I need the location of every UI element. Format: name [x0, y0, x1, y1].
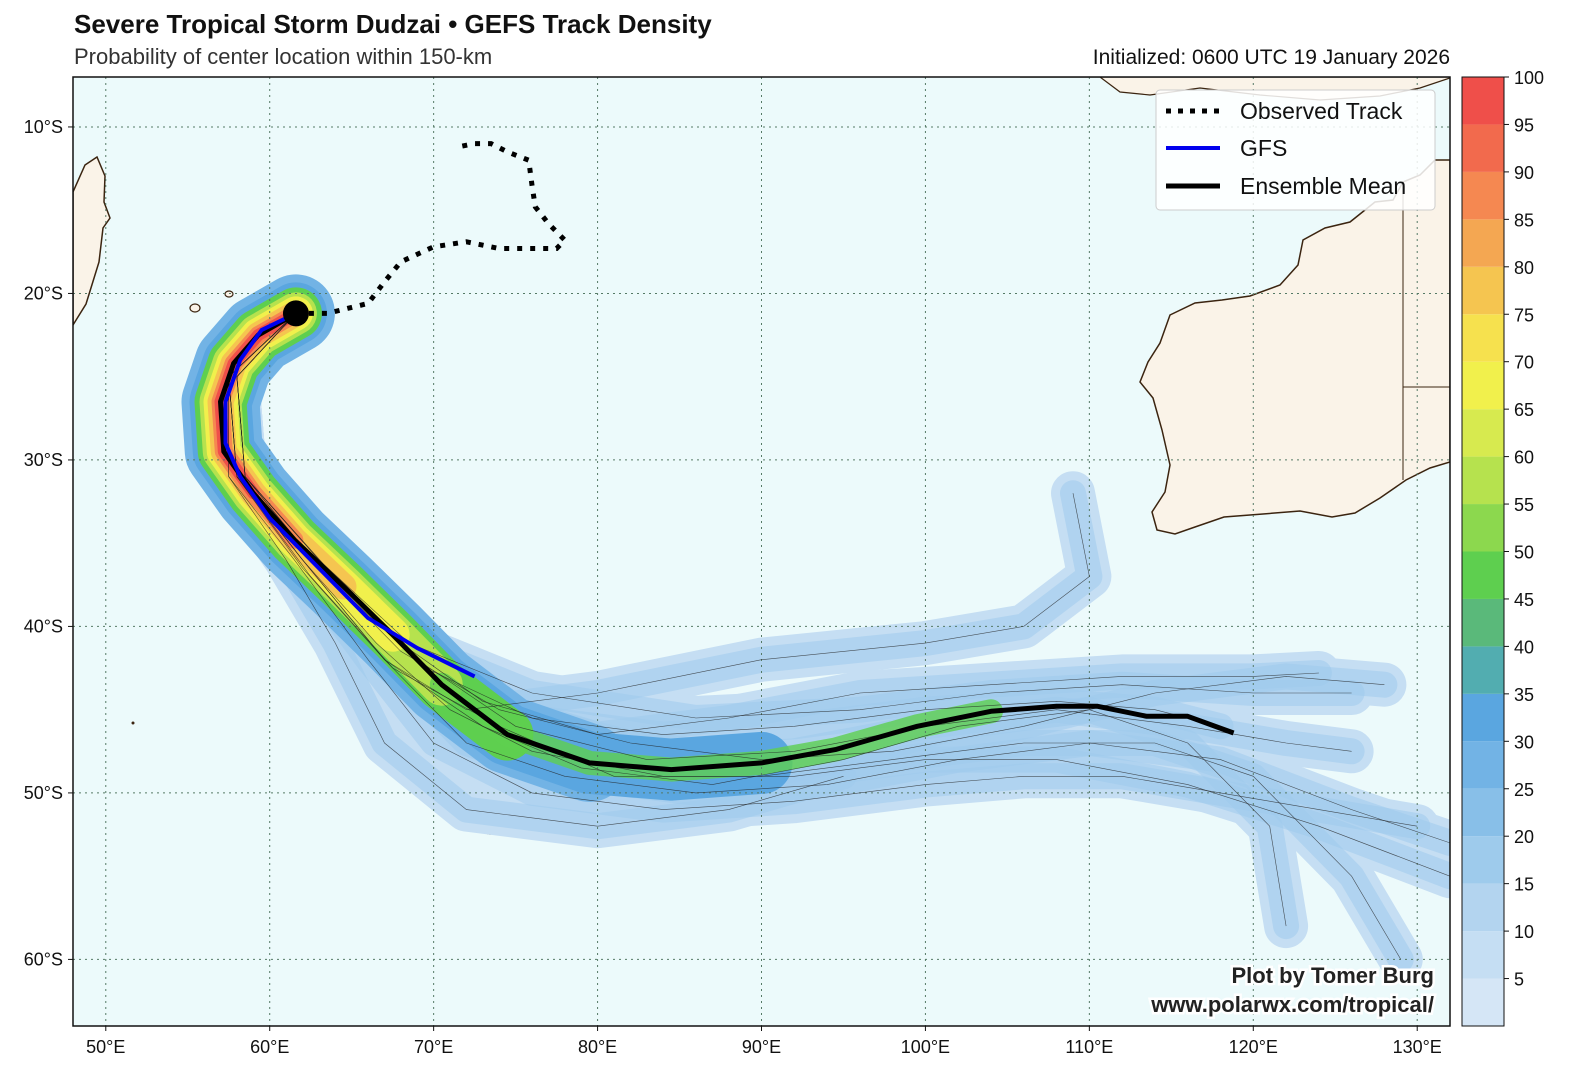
ensemble-member-track [228, 313, 1418, 827]
colorbar-segment [1462, 551, 1504, 599]
legend-gfs-label: GFS [1240, 135, 1287, 161]
lon-tick-label: 100°E [901, 1037, 950, 1057]
colorbar-segment [1462, 124, 1504, 172]
reunion-island [189, 303, 201, 313]
colorbar-segment [1462, 314, 1504, 362]
lon-tick-label: 80°E [578, 1037, 617, 1057]
lat-tick-label: 50°S [24, 783, 63, 803]
mauritius-island [224, 290, 234, 298]
lat-tick-label: 20°S [24, 283, 63, 303]
colorbar-segment [1462, 219, 1504, 267]
colorbar-segment [1462, 836, 1504, 884]
colorbar-tick-label: 85 [1514, 210, 1534, 230]
colorbar-segment [1462, 171, 1504, 220]
lat-tick-label: 40°S [24, 616, 63, 636]
lon-tick-label: 110°E [1065, 1037, 1113, 1057]
ensemble-mean-line [218, 311, 1235, 773]
colorbar-tick-label: 40 [1514, 637, 1534, 657]
credit-url: www.polarwx.com/tropical/ [1150, 992, 1434, 1017]
colorbar-segment [1462, 266, 1504, 315]
lon-tick-label: 90°E [742, 1037, 781, 1057]
colorbar-tick-label: 20 [1514, 827, 1534, 847]
lon-tick-label: 120°E [1229, 1037, 1278, 1057]
crozet-island [131, 721, 135, 725]
ensemble-member-track [228, 313, 844, 827]
lat-tick-label: 10°S [24, 117, 63, 137]
legend-ensemble-label: Ensemble Mean [1240, 173, 1406, 199]
initialized-time: Initialized: 0600 UTC 19 January 2026 [1092, 46, 1450, 69]
chart-subtitle: Probability of center location within 15… [74, 44, 493, 69]
density-colorbar: 100 95 90 85 80 75 70 65 60 55 50 45 40 35 30 25 20 15 10 5 [1461, 68, 1544, 1027]
colorbar-segment [1462, 361, 1504, 410]
colorbar-segment [1462, 598, 1504, 647]
colorbar-segment [1462, 456, 1504, 505]
legend-observed-label: Observed Track [1240, 98, 1403, 124]
colorbar-segment [1462, 504, 1504, 552]
colorbar-tick-label: 100 [1514, 68, 1544, 88]
colorbar-tick-label: 30 [1514, 732, 1534, 752]
colorbar-tick-label: 60 [1514, 448, 1534, 468]
land-layer [73, 77, 1450, 835]
lon-tick-label: 60°E [250, 1037, 289, 1057]
colorbar-segment [1462, 931, 1504, 979]
current-position-marker [282, 300, 309, 327]
colorbar-segment [1462, 693, 1504, 742]
colorbar-tick-label: 90 [1514, 163, 1534, 183]
colorbar-segment [1462, 409, 1504, 457]
credit-author: Plot by Tomer Burg [1232, 963, 1435, 988]
colorbar-tick-label: 70 [1514, 353, 1534, 373]
colorbar-segment [1462, 978, 1504, 1026]
axis-ticks: 50°E 60°E 70°E 80°E 90°E 100°E 110°E 120°E 130°E… [24, 117, 1442, 1057]
colorbar-tick-label: 80 [1514, 258, 1534, 278]
colorbar-tick-label: 55 [1514, 495, 1534, 515]
colorbar-tick-label: 45 [1514, 590, 1534, 610]
colorbar-tick-label: 65 [1514, 400, 1534, 420]
colorbar-tick-label: 95 [1514, 115, 1534, 135]
colorbar-tick-label: 15 [1514, 875, 1534, 895]
colorbar-tick-label: 50 [1514, 543, 1534, 563]
lon-tick-label: 70°E [414, 1037, 453, 1057]
australia-land [1139, 159, 1450, 535]
colorbar-segment [1462, 646, 1504, 694]
lat-tick-label: 60°S [24, 949, 63, 969]
colorbar-tick-label: 25 [1514, 780, 1534, 800]
colorbar-tick-label: 5 [1514, 970, 1524, 990]
lon-tick-label: 50°E [86, 1037, 125, 1057]
gfs-track-line [223, 311, 476, 679]
colorbar-tick-label: 35 [1514, 685, 1534, 705]
ensemble-member-track [236, 313, 1221, 735]
colorbar-segment [1462, 788, 1504, 837]
chart-title: Severe Tropical Storm Dudzai • GEFS Trac… [74, 9, 712, 39]
colorbar-segment [1462, 741, 1504, 789]
colorbar-tick-label: 75 [1514, 305, 1534, 325]
colorbar-segment [1462, 77, 1504, 125]
lat-tick-label: 30°S [24, 450, 63, 470]
lon-tick-label: 130°E [1393, 1037, 1442, 1057]
madagascar-land [73, 155, 111, 327]
colorbar-segment [1462, 883, 1504, 932]
colorbar-tick-label: 10 [1514, 922, 1534, 942]
track-legend: Observed Track GFS Ensemble Mean [1155, 89, 1436, 211]
